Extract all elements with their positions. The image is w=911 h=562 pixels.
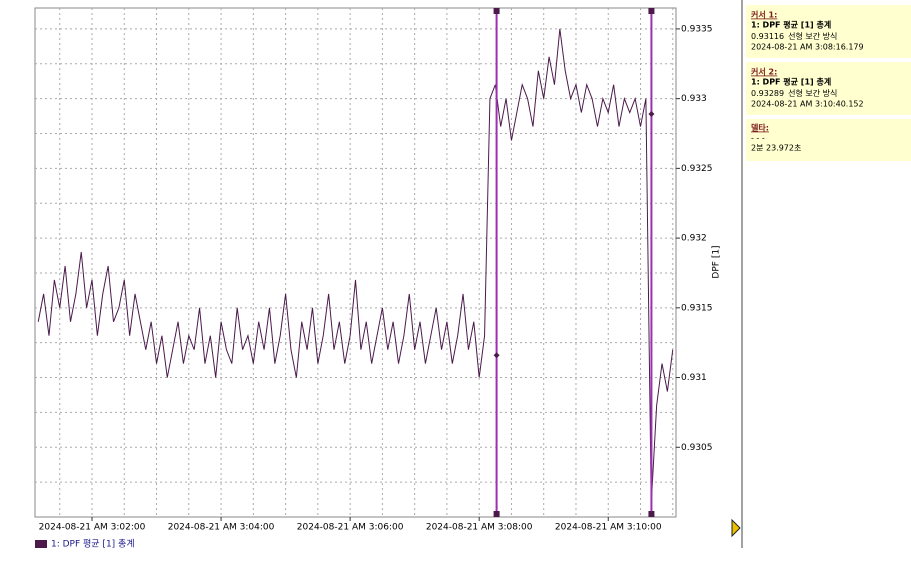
cursor-title: 커서 1: bbox=[751, 10, 777, 20]
legend-swatch bbox=[35, 540, 47, 548]
delta-box bbox=[746, 119, 911, 161]
y-tick-label: 0.932 bbox=[681, 234, 707, 244]
delta-title: 델타: bbox=[751, 123, 769, 133]
cursor-title: 커서 2: bbox=[751, 67, 777, 77]
plot-area bbox=[34, 7, 677, 518]
cursor-series: 1: DPF 평균 [1] 총계 bbox=[751, 20, 831, 30]
cursor-handle bbox=[648, 511, 655, 517]
y-tick-label: 0.9305 bbox=[681, 443, 713, 453]
cursor-value: 0.93289 선형 보간 방식 bbox=[751, 88, 837, 98]
cursor-time: 2024-08-21 AM 3:08:16.179 bbox=[751, 43, 864, 52]
y-tick-label: 0.933 bbox=[681, 94, 707, 104]
scroll-arrow[interactable] bbox=[731, 518, 741, 538]
x-tick-label: 2024-08-21 AM 3:02:00 bbox=[39, 523, 146, 533]
cursor-point bbox=[493, 352, 500, 359]
y-tick-label: 0.9335 bbox=[681, 24, 713, 34]
cursor-handle bbox=[493, 8, 500, 14]
value: 0.93289 bbox=[751, 89, 784, 98]
delta-value: 2분 23.972초 bbox=[751, 144, 801, 153]
y-tick-label: 0.9315 bbox=[681, 303, 713, 313]
y-axis-label: DPF [1] bbox=[712, 245, 722, 278]
cursor-box bbox=[746, 5, 911, 58]
legend-label: 1: DPF 평균 [1] 총계 bbox=[51, 538, 135, 550]
value: 0.93116 bbox=[751, 32, 784, 41]
cursor-point bbox=[648, 110, 655, 117]
y-tick-label: 0.9325 bbox=[681, 164, 713, 174]
x-tick-label: 2024-08-21 AM 3:08:00 bbox=[426, 523, 533, 533]
x-tick-label: 2024-08-21 AM 3:06:00 bbox=[297, 523, 404, 533]
data-line bbox=[37, 28, 674, 504]
x-tick-label: 2024-08-21 AM 3:10:00 bbox=[555, 523, 662, 533]
cursor-box bbox=[746, 62, 911, 115]
method: 선형 보간 방식 bbox=[788, 88, 837, 98]
cursor-handle bbox=[493, 511, 500, 517]
cursor-handle bbox=[648, 8, 655, 14]
cursor-series: 1: DPF 평균 [1] 총계 bbox=[751, 77, 831, 87]
cursor-time: 2024-08-21 AM 3:10:40.152 bbox=[751, 100, 864, 109]
y-tick-label: 0.931 bbox=[681, 373, 707, 383]
x-tick-label: 2024-08-21 AM 3:04:00 bbox=[168, 523, 275, 533]
method: 선형 보간 방식 bbox=[788, 31, 837, 41]
delta-dashes: - - - bbox=[751, 134, 765, 143]
cursor-value: 0.93116 선형 보간 방식 bbox=[751, 31, 837, 41]
